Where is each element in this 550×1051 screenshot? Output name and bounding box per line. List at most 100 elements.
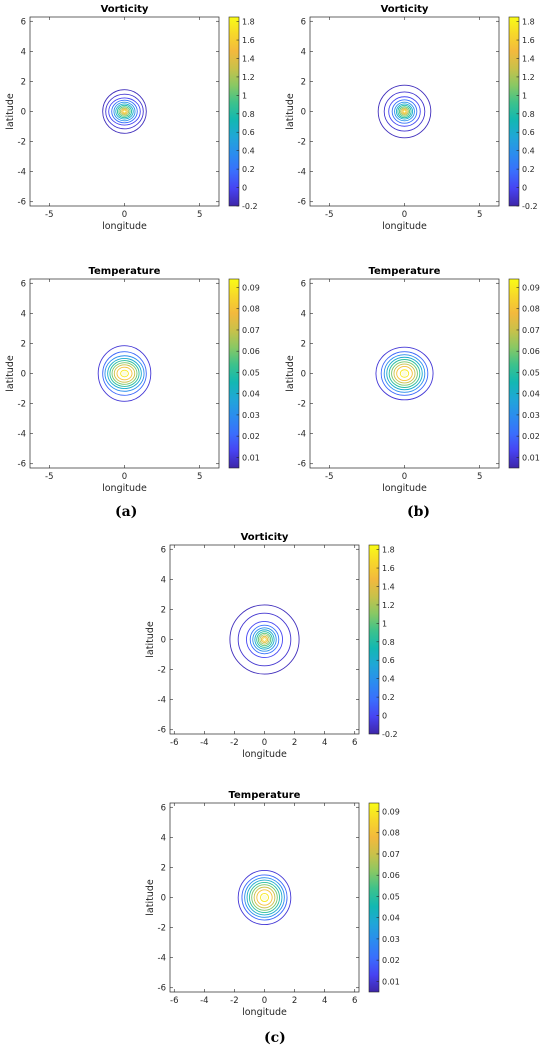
contour-line [249,882,280,913]
y-tick-label: 0 [161,894,166,904]
contour-line [388,96,421,127]
x-tick-label: 6 [352,996,357,1006]
colorbar-tick-label: 0.01 [382,977,400,986]
contour-line [375,346,434,401]
y-tick-label: 2 [301,339,306,349]
contour-group [97,345,152,402]
colorbar-tick-label: 1.4 [522,54,535,63]
contour-line [386,356,423,391]
y-axis-label: latitude [5,93,16,130]
contour-line [259,634,270,645]
x-tick-label: -6 [170,738,178,748]
y-axis-label: latitude [285,93,296,130]
contour-core [263,638,266,641]
c-vorticity-plot: Vorticity -6 -4 -2 0 2 4 6 -6 -4 -2 0 2 4 6 longitude la… [145,532,398,760]
y-tick-label: 2 [161,605,166,615]
x-tick-label: -4 [200,738,208,748]
colorbar-tick-label: 0.2 [382,693,395,702]
y-tick-label: 6 [21,279,26,289]
contour-line [116,366,133,381]
colorbar-tick-label: 1.8 [382,546,395,555]
contour-line [246,621,283,658]
x-tick-label: -5 [45,210,53,220]
contour-line [252,627,277,652]
colorbar [368,802,380,993]
x-tick-label: -2 [230,738,238,748]
contour-core [261,894,268,901]
contour-line [402,109,407,114]
x-axis-label: longitude [242,1007,287,1018]
contour-line [249,624,280,655]
colorbar-tick-label: 0 [522,184,527,193]
a-vorticity-plot: Vorticity -5 0 5 -6 -4 -2 0 2 4 6 longitude latitude… [5,4,258,232]
x-tick-label: -4 [200,996,208,1006]
colorbar-tick-label: 0.01 [522,453,540,462]
contour-line [256,631,273,648]
x-axis-label: longitude [102,221,147,232]
y-axis-label: latitude [145,879,156,916]
contour-line [395,103,414,120]
contour-line [260,635,269,644]
colorbar-tick-label: -0.2 [382,730,398,739]
contour-line [119,107,130,116]
colorbar-tick-label: 0 [382,712,387,721]
contour-line [396,365,413,382]
contour-line [383,354,426,393]
x-tick-label: 0 [122,210,127,220]
colorbar-tick-label: 0.8 [522,110,535,119]
contour-line [391,361,418,386]
colorbar [368,544,380,735]
x-axis-label: longitude [382,221,427,232]
colorbar-tick-label: 0.05 [382,892,400,901]
y-tick-label: 4 [301,309,306,319]
contour-line [104,355,145,392]
x-tick-label: -5 [325,210,333,220]
colorbar [508,16,520,207]
colorbar-tick-label: 1 [522,91,527,100]
y-tick-label: -6 [298,460,306,470]
colorbar-tick-label: 0.08 [242,305,260,314]
y-tick-label: 6 [161,545,166,555]
colorbar-tick-label: 0.04 [242,390,260,399]
colorbar-tick-label: 1.4 [242,54,255,63]
contour-line [259,892,270,903]
colorbar-tick-label: 1 [242,91,247,100]
contour-line [102,351,147,396]
contour-core [123,110,126,113]
contour-line [394,101,415,122]
y-tick-label: 4 [21,309,26,319]
colorbar-tick-label: 0.04 [522,390,540,399]
colorbar-tick-label: 0.09 [242,283,260,292]
y-tick-label: 0 [301,108,306,118]
contour-line [397,104,412,119]
contour-line [120,369,129,378]
contour-core [401,370,408,377]
y-tick-label: 2 [21,77,26,87]
a-temperature-plot: Temperature -5 0 5 -6 -4 -2 0 2 4 6 longitude latitu… [5,266,260,494]
x-tick-label: 4 [322,738,327,748]
x-tick-label: 5 [477,210,482,220]
y-tick-label: 0 [21,108,26,118]
colorbar [508,278,520,469]
colorbar-tick-label: 0.05 [242,368,260,377]
panel-label-a: (a) [115,504,138,520]
colorbar-tick-label: 0.02 [522,432,540,441]
y-tick-label: -6 [298,198,306,208]
contour-line [377,84,432,139]
y-tick-label: -2 [18,138,26,148]
y-tick-label: -6 [18,460,26,470]
y-tick-label: 2 [161,863,166,873]
contour-line [108,97,141,126]
x-axis-label: longitude [102,483,147,494]
contour-line [393,363,416,384]
contour-line [229,604,300,675]
colorbar [228,16,240,207]
colorbar-tick-label: 1.6 [382,564,395,573]
colorbar-tick-label: 0.4 [242,147,255,156]
colorbar-tick-label: 0.06 [522,347,540,356]
colorbar-tick-label: 0.04 [382,914,400,923]
colorbar-tick-label: 0.02 [382,956,400,965]
x-tick-label: 4 [322,996,327,1006]
contour-group [377,84,432,139]
colorbar-tick-label: 0.2 [242,165,255,174]
